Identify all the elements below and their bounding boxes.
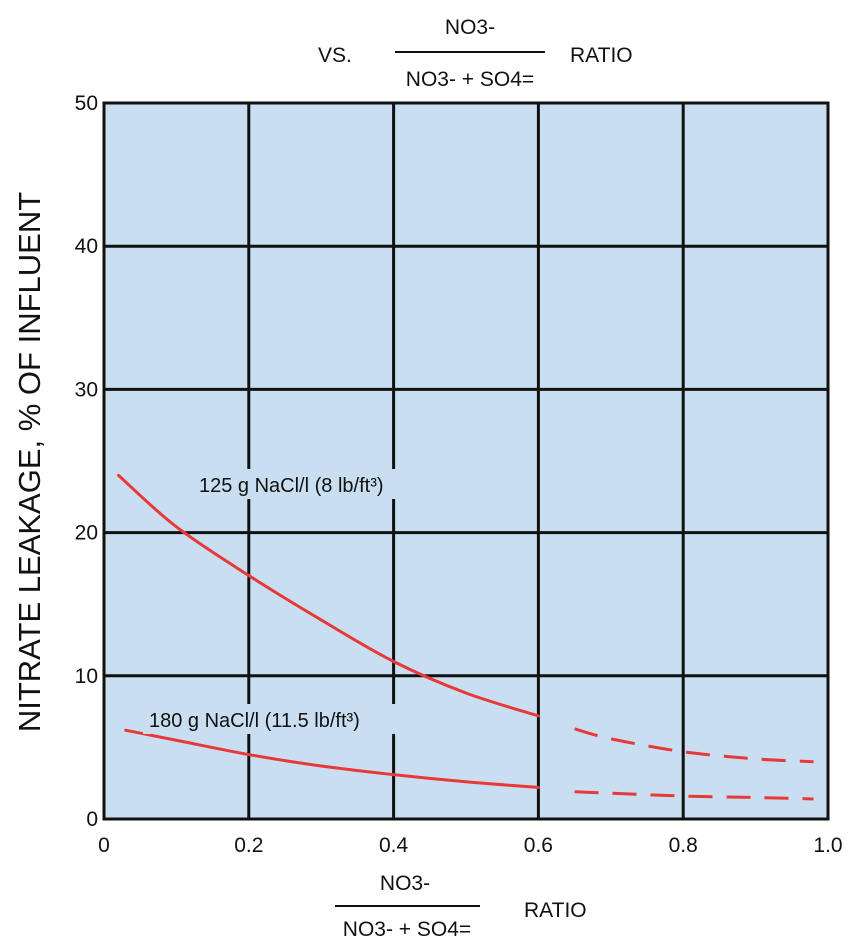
grid-lines bbox=[104, 103, 828, 819]
series-1-dashed-line bbox=[574, 727, 814, 764]
x-label-numerator: NO3- bbox=[380, 872, 430, 895]
x-label-suffix: RATIO bbox=[524, 899, 587, 922]
plot-area bbox=[102, 101, 830, 821]
series-labels: 125 g NaCl/l (8 lb/ft³) 180 g NaCl/l (11… bbox=[143, 469, 465, 734]
series-layer bbox=[116, 473, 814, 801]
y-axis-label: NITRATE LEAKAGE, % OF INFLUENT bbox=[12, 192, 47, 732]
x-tick-label: 0.6 bbox=[524, 834, 553, 857]
x-axis-label: NO3- NO3- + SO4= RATIO bbox=[335, 872, 587, 941]
y-tick-label: 10 bbox=[75, 665, 98, 688]
series-1-solid-line bbox=[116, 473, 540, 718]
x-label-denominator: NO3- + SO4= bbox=[343, 918, 471, 941]
x-axis-ticks: 0 0.2 0.4 0.6 0.8 1.0 bbox=[98, 834, 842, 857]
title-denominator: NO3- + SO4= bbox=[406, 68, 534, 91]
x-tick-label: 1.0 bbox=[813, 834, 842, 857]
series-2-label: 180 g NaCl/l (11.5 lb/ft³) bbox=[149, 710, 360, 732]
title-suffix: RATIO bbox=[570, 44, 633, 67]
y-tick-label: 30 bbox=[75, 378, 98, 401]
x-tick-label: 0.2 bbox=[234, 834, 263, 857]
x-tick-label: 0.4 bbox=[379, 834, 409, 857]
chart-title: VS. NO3- NO3- + SO4= RATIO bbox=[318, 16, 633, 91]
y-tick-label: 0 bbox=[86, 808, 98, 831]
title-prefix: VS. bbox=[318, 44, 352, 67]
y-tick-label: 40 bbox=[75, 235, 98, 258]
y-tick-label: 20 bbox=[75, 522, 98, 545]
y-tick-label: 50 bbox=[75, 92, 98, 115]
series-1-label: 125 g NaCl/l (8 lb/ft³) bbox=[199, 475, 384, 497]
x-tick-label: 0 bbox=[98, 834, 110, 857]
x-tick-label: 0.8 bbox=[669, 834, 698, 857]
series-2-dashed-line bbox=[574, 790, 814, 801]
series-2-solid-line bbox=[124, 728, 540, 789]
y-axis-ticks: 0 10 20 30 40 50 bbox=[75, 92, 98, 831]
series-2-label-bg bbox=[143, 704, 451, 734]
title-numerator: NO3- bbox=[445, 16, 495, 39]
series-1-label-bg bbox=[193, 469, 465, 499]
